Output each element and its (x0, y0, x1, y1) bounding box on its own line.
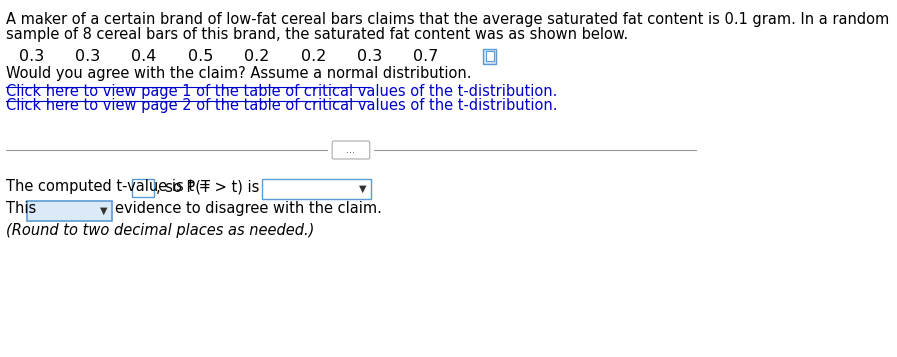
Text: 0.3: 0.3 (357, 49, 382, 64)
FancyBboxPatch shape (262, 179, 371, 199)
FancyBboxPatch shape (483, 49, 496, 64)
Text: Would you agree with the claim? Assume a normal distribution.: Would you agree with the claim? Assume a… (6, 66, 472, 81)
Text: , so P(T > t) is: , so P(T > t) is (156, 179, 259, 194)
FancyBboxPatch shape (133, 179, 154, 197)
Text: The computed t-value is t =: The computed t-value is t = (6, 179, 211, 194)
Text: ▼: ▼ (359, 184, 367, 194)
Text: 0.5: 0.5 (187, 49, 213, 64)
FancyBboxPatch shape (332, 141, 370, 159)
Text: 0.2: 0.2 (244, 49, 270, 64)
FancyBboxPatch shape (486, 50, 494, 60)
Text: (Round to two decimal places as needed.): (Round to two decimal places as needed.) (6, 223, 315, 238)
Text: 0.3: 0.3 (75, 49, 100, 64)
Text: 0.7: 0.7 (414, 49, 439, 64)
Text: Click here to view page 1 of the table of critical values of the t-distribution.: Click here to view page 1 of the table o… (6, 84, 558, 99)
Text: Click here to view page 2 of the table of critical values of the t-distribution.: Click here to view page 2 of the table o… (6, 98, 558, 113)
FancyBboxPatch shape (28, 201, 112, 221)
Text: A maker of a certain brand of low-fat cereal bars claims that the average satura: A maker of a certain brand of low-fat ce… (6, 12, 890, 27)
Text: ...: ... (346, 145, 355, 155)
Text: ▼: ▼ (100, 206, 107, 216)
Text: sample of 8 cereal bars of this brand, the saturated fat content was as shown be: sample of 8 cereal bars of this brand, t… (6, 27, 629, 42)
Text: 0.4: 0.4 (132, 49, 157, 64)
Text: 0.3: 0.3 (19, 49, 44, 64)
Text: This: This (6, 201, 37, 216)
Text: evidence to disagree with the claim.: evidence to disagree with the claim. (115, 201, 382, 216)
Text: 0.2: 0.2 (300, 49, 326, 64)
